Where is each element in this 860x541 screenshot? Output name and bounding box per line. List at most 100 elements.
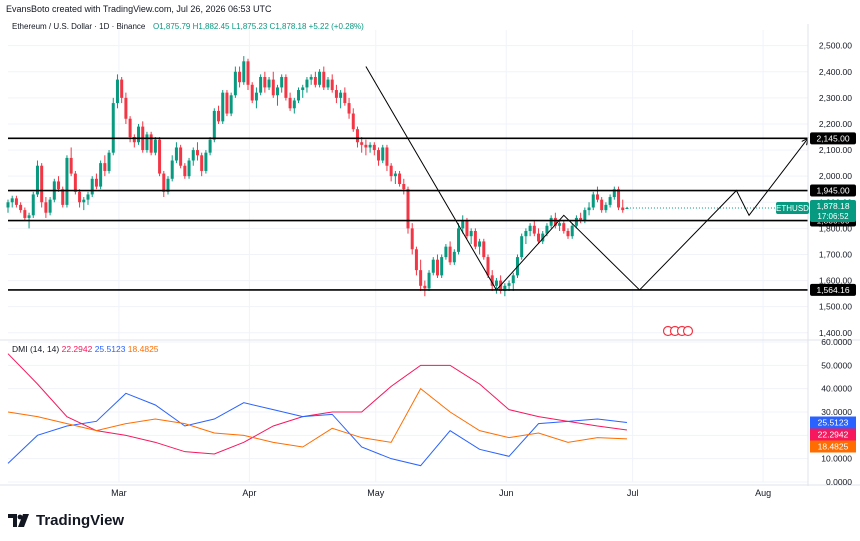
level-price-label: 2,145.00 bbox=[816, 133, 849, 143]
time-axis-label: May bbox=[367, 488, 385, 498]
candle-body bbox=[549, 217, 553, 226]
candle-body bbox=[48, 199, 52, 213]
candle-body bbox=[179, 147, 183, 166]
grid-lines bbox=[8, 30, 808, 483]
candle-body bbox=[608, 197, 612, 205]
dmi-legend: DMI (14, 14) 22.2942 25.5123 18.4825 bbox=[12, 344, 159, 354]
candle-body bbox=[490, 275, 494, 286]
candle-body bbox=[318, 71, 322, 85]
countdown-label: 17:06:52 bbox=[817, 212, 849, 221]
projection-polyline bbox=[365, 66, 809, 291]
candle-body bbox=[465, 220, 469, 237]
candle-body bbox=[254, 92, 258, 101]
candle-body bbox=[541, 233, 545, 242]
candle-body bbox=[162, 173, 166, 192]
candle-body bbox=[191, 150, 195, 161]
price-tick-label: 1,700.00 bbox=[819, 249, 852, 259]
candle-body bbox=[27, 215, 31, 218]
level-price-badge bbox=[810, 283, 856, 296]
symbol-title[interactable]: Ethereum / U.S. Dollar · 1D · Binance bbox=[12, 22, 146, 31]
dmi-legend-value: 22.2942 bbox=[62, 344, 95, 354]
candle-body bbox=[604, 204, 608, 211]
candle-body bbox=[377, 150, 381, 161]
candle-body bbox=[44, 202, 48, 213]
candle-body bbox=[250, 84, 254, 101]
dmi-value-badge-label: 25.5123 bbox=[818, 418, 849, 428]
candle-body bbox=[221, 92, 225, 122]
candle-body bbox=[259, 76, 263, 93]
candle-body bbox=[124, 97, 128, 119]
candle-body bbox=[132, 137, 136, 143]
candle-body bbox=[103, 163, 107, 171]
price-tick-label: 2,500.00 bbox=[819, 41, 852, 51]
candle-body bbox=[334, 90, 338, 98]
price-tick-label: 2,100.00 bbox=[819, 145, 852, 155]
candle-body bbox=[187, 160, 191, 177]
candle-body bbox=[111, 103, 115, 153]
candle-body bbox=[389, 165, 393, 177]
dmi-tick-label: 50.0000 bbox=[821, 360, 852, 370]
candle-body bbox=[364, 144, 368, 148]
candle-body bbox=[524, 230, 528, 237]
candle-body bbox=[284, 76, 288, 98]
candle-body bbox=[267, 79, 271, 88]
price-tick-label: 1,800.00 bbox=[819, 223, 852, 233]
candle-body bbox=[398, 173, 402, 184]
candle-body bbox=[94, 178, 98, 187]
time-axis-label: Mar bbox=[111, 488, 127, 498]
candle-body bbox=[503, 285, 507, 292]
candle-body bbox=[65, 157, 69, 205]
candle-body bbox=[10, 198, 14, 203]
candle-body bbox=[90, 178, 94, 195]
time-axis-label: Jul bbox=[627, 488, 639, 498]
candle-body bbox=[69, 157, 73, 174]
candle-body bbox=[617, 189, 621, 208]
dmi-legend-value: 25.5123 bbox=[95, 344, 128, 354]
dmi-tick-label: 30.0000 bbox=[821, 407, 852, 417]
candle-body bbox=[520, 236, 524, 258]
candle-body bbox=[372, 144, 376, 151]
candle-body bbox=[410, 228, 414, 250]
tradingview-logo[interactable]: TradingView bbox=[8, 512, 124, 529]
candle-body bbox=[288, 97, 292, 109]
time-axis-label: Jun bbox=[499, 488, 514, 498]
candle-body bbox=[170, 160, 174, 179]
candle-body bbox=[217, 110, 221, 122]
candle-body bbox=[532, 225, 536, 234]
price-tick-label: 2,200.00 bbox=[819, 119, 852, 129]
candle-body bbox=[431, 259, 435, 273]
dmi-series-line bbox=[7, 387, 627, 448]
candle-body bbox=[86, 194, 90, 200]
candle-body bbox=[528, 225, 532, 231]
candle-body bbox=[537, 233, 541, 242]
candle-body bbox=[486, 257, 490, 276]
dmi-value-badge bbox=[810, 416, 856, 429]
level-price-label: 1,564.16 bbox=[816, 285, 849, 295]
candle-body bbox=[6, 202, 10, 208]
candle-body bbox=[461, 220, 465, 229]
candle-body bbox=[297, 90, 301, 101]
event-icon bbox=[682, 325, 694, 337]
dmi-series-line bbox=[7, 353, 628, 455]
candle-body bbox=[195, 150, 199, 156]
candle-body bbox=[61, 189, 65, 205]
candle-body bbox=[280, 76, 284, 88]
current-price-label: 1,878.18 bbox=[816, 201, 849, 211]
candle-body bbox=[402, 184, 406, 190]
candle-body bbox=[587, 207, 591, 211]
candle-body bbox=[145, 134, 149, 151]
candle-body bbox=[414, 249, 418, 271]
candle-body bbox=[309, 76, 313, 80]
candle-body bbox=[204, 152, 208, 171]
level-price-label: 1,945.00 bbox=[816, 186, 849, 196]
candle-body bbox=[553, 217, 557, 226]
candle-body bbox=[566, 230, 570, 237]
candle-body bbox=[355, 129, 359, 143]
price-tick-label: 1,400.00 bbox=[819, 328, 852, 338]
candle-body bbox=[385, 147, 389, 166]
candle-body bbox=[482, 241, 486, 258]
candle-body bbox=[343, 92, 347, 104]
candle-body bbox=[473, 230, 477, 247]
candle-body bbox=[330, 79, 334, 91]
